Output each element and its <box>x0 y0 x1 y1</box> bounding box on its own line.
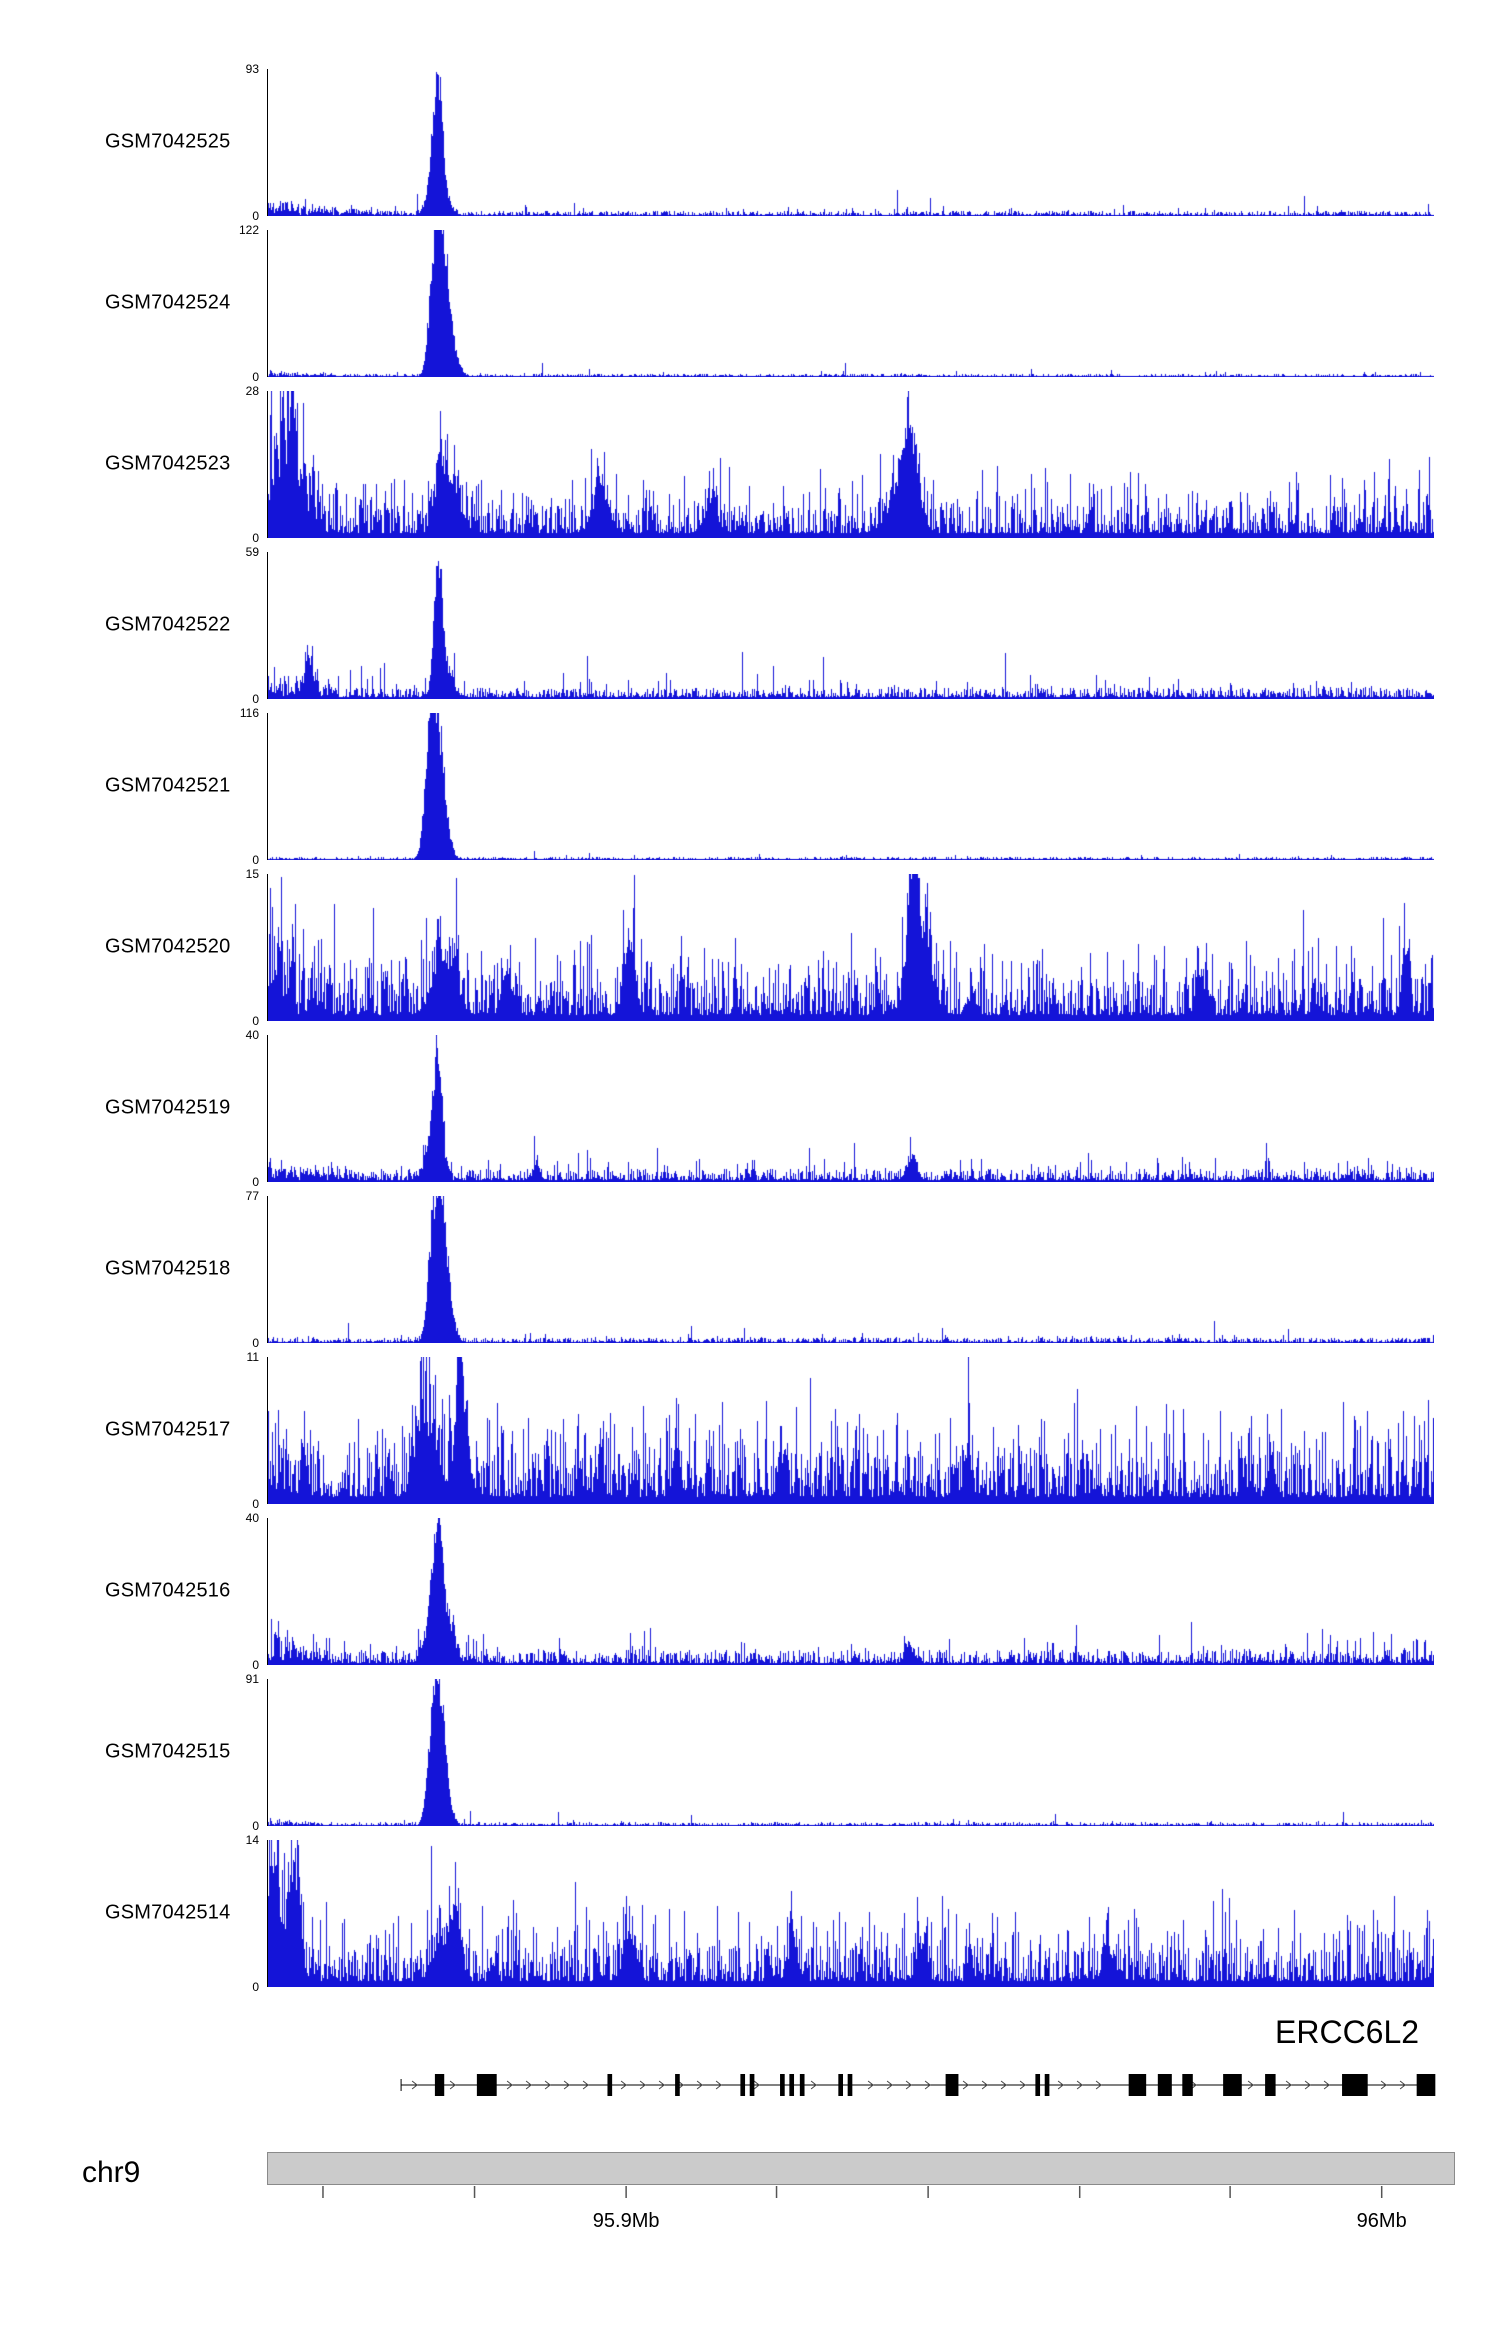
coverage-plot-area <box>267 391 1434 538</box>
y-axis-max-label: 122 <box>238 223 259 237</box>
coverage-signal <box>268 1679 1434 1826</box>
y-axis-zero-label: 0 <box>252 1819 259 1833</box>
coverage-signal <box>268 1840 1434 1987</box>
coverage-track-row: GSM7042518 77 0 <box>0 1189 1500 1357</box>
y-axis-zero-label: 0 <box>252 531 259 545</box>
y-axis-max-label: 40 <box>245 1511 259 1525</box>
coverage-plot-area <box>267 552 1434 699</box>
coverage-plot-area <box>267 713 1434 860</box>
chromosome-bar <box>267 2152 1455 2185</box>
track-label: GSM7042521 <box>105 774 231 797</box>
y-axis-zero-label: 0 <box>252 853 259 867</box>
coverage-signal <box>268 69 1434 216</box>
coverage-signal <box>268 1196 1434 1343</box>
coverage-track-row: GSM7042516 40 0 <box>0 1511 1500 1679</box>
coverage-signal <box>268 391 1434 538</box>
track-label: GSM7042524 <box>105 291 231 314</box>
coverage-signal <box>268 1035 1434 1182</box>
y-axis-zero-label: 0 <box>252 1497 259 1511</box>
coverage-track-row: GSM7042515 91 0 <box>0 1672 1500 1840</box>
track-label: GSM7042520 <box>105 935 231 958</box>
y-axis-max-label: 28 <box>245 384 259 398</box>
coverage-signal <box>268 713 1434 860</box>
coverage-plot-area <box>267 1518 1434 1665</box>
y-axis-zero-label: 0 <box>252 209 259 223</box>
y-axis-max-label: 93 <box>245 62 259 76</box>
track-label: GSM7042523 <box>105 452 231 475</box>
coverage-plot-area <box>267 1679 1434 1826</box>
y-axis-max-label: 15 <box>245 867 259 881</box>
coverage-track-row: GSM7042525 93 0 <box>0 62 1500 230</box>
y-axis-max-label: 91 <box>245 1672 259 1686</box>
y-axis-zero-label: 0 <box>252 692 259 706</box>
chromosome-label: chr9 <box>82 2156 141 2189</box>
coordinate-ruler <box>322 2186 1383 2198</box>
y-axis-max-label: 11 <box>246 1350 259 1364</box>
coverage-plot-area <box>267 1357 1434 1504</box>
coverage-track-row: GSM7042514 14 0 <box>0 1833 1500 2001</box>
y-axis-max-label: 40 <box>245 1028 259 1042</box>
y-axis-max-label: 14 <box>245 1833 259 1847</box>
y-axis-zero-label: 0 <box>252 1980 259 1994</box>
coverage-signal <box>268 552 1434 699</box>
coverage-track-row: GSM7042517 11 0 <box>0 1350 1500 1518</box>
coverage-track-row: GSM7042524 122 0 <box>0 223 1500 391</box>
y-axis-max-label: 116 <box>239 706 259 720</box>
coverage-track-row: GSM7042523 28 0 <box>0 384 1500 552</box>
track-label: GSM7042525 <box>105 130 231 153</box>
coverage-track-row: GSM7042519 40 0 <box>0 1028 1500 1196</box>
track-label: GSM7042518 <box>105 1257 231 1280</box>
track-label: GSM7042519 <box>105 1096 231 1119</box>
coverage-signal <box>268 874 1434 1021</box>
coverage-plot-area <box>267 1035 1434 1182</box>
coverage-signal <box>268 230 1434 377</box>
coverage-signal <box>268 1518 1434 1665</box>
coverage-track-row: GSM7042522 59 0 <box>0 545 1500 713</box>
track-label: GSM7042517 <box>105 1418 231 1441</box>
ruler-tick-label: 96Mb <box>1356 2210 1407 2232</box>
coverage-tracks: GSM7042525 93 0 GSM7042524 122 0 GSM7042523 28 0… <box>0 62 1500 2001</box>
y-axis-zero-label: 0 <box>252 370 259 384</box>
track-label: GSM7042514 <box>105 1901 231 1924</box>
gene-name-label: ERCC6L2 <box>1275 2014 1420 2050</box>
track-label: GSM7042515 <box>105 1740 231 1763</box>
y-axis-zero-label: 0 <box>252 1658 259 1672</box>
coverage-plot-area <box>267 1196 1434 1343</box>
y-axis-zero-label: 0 <box>252 1175 259 1189</box>
track-label: GSM7042522 <box>105 613 231 636</box>
gene-model <box>400 2074 1436 2096</box>
coverage-plot-area <box>267 874 1434 1021</box>
coverage-plot-area <box>267 230 1434 377</box>
y-axis-zero-label: 0 <box>252 1014 259 1028</box>
y-axis-max-label: 77 <box>245 1189 259 1203</box>
track-label: GSM7042516 <box>105 1579 231 1602</box>
coverage-signal <box>268 1357 1434 1504</box>
coverage-plot-area <box>267 69 1434 216</box>
ruler-tick-label: 95.9Mb <box>592 2210 660 2232</box>
coverage-track-row: GSM7042520 15 0 <box>0 867 1500 1035</box>
coverage-plot-area <box>267 1840 1434 1987</box>
coverage-track-row: GSM7042521 116 0 <box>0 706 1500 874</box>
y-axis-zero-label: 0 <box>252 1336 259 1350</box>
y-axis-max-label: 59 <box>245 545 259 559</box>
